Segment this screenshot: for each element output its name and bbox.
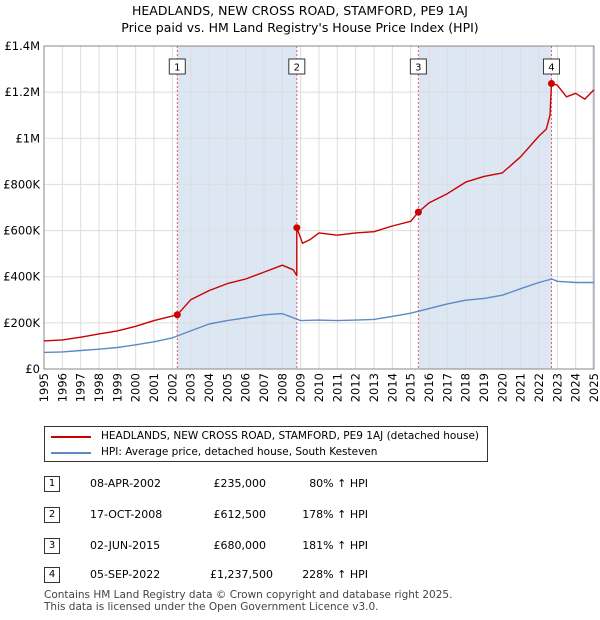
transaction-label-box (168, 58, 186, 75)
x-tick-label: 2009 (294, 373, 308, 402)
series-line (43, 278, 594, 354)
x-tick-label: 1997 (74, 373, 88, 402)
transaction-number: 1 (44, 476, 60, 492)
x-tick-label: 2001 (147, 373, 161, 402)
price-chart: 1 2 3 4 £0 £200K £400K £600K £800K £1M £1.2M £1.4M 1… (3, 39, 600, 402)
x-tick-label: 2017 (440, 373, 454, 402)
transaction-point (414, 208, 422, 216)
x-tick-label: 2020 (495, 373, 509, 402)
y-tick-label: £0 (25, 362, 40, 376)
transaction-point (173, 311, 181, 319)
transaction-row: 2 17-OCT-2008 £612,500 178% ↑ HPI (44, 507, 464, 525)
x-tick-label: 2013 (367, 373, 381, 402)
x-tick-label: 2024 (569, 373, 583, 402)
x-tick-label: 2019 (477, 373, 491, 402)
transaction-point (293, 224, 301, 232)
x-tick-label: 2011 (330, 373, 344, 402)
transaction-price: £680,000 (213, 539, 267, 552)
x-tick-label: 2015 (404, 373, 418, 402)
transaction-label: 1 (174, 63, 180, 74)
transaction-label-box (409, 58, 427, 75)
x-tick-label: 1995 (37, 373, 51, 402)
shaded-region (418, 46, 552, 369)
x-tick-label: 2010 (312, 373, 326, 402)
transaction-price: £1,237,500 (210, 568, 273, 581)
legend-swatch-property (51, 436, 91, 438)
transaction-date: 05-SEP-2022 (90, 568, 161, 581)
y-tick-label: £400K (3, 270, 40, 284)
y-tick-label: £1M (15, 131, 40, 145)
x-tick-label: 2005 (220, 373, 234, 402)
x-tick-label: 2004 (202, 373, 216, 402)
legend-label-property: HEADLANDS, NEW CROSS ROAD, STAMFORD, PE9… (101, 430, 480, 442)
x-tick-label: 2025 (587, 373, 600, 402)
y-tick-label: £800K (3, 177, 40, 191)
x-tick-label: 2012 (349, 373, 363, 402)
transaction-price: £235,000 (213, 477, 267, 490)
y-tick-label: £200K (3, 316, 40, 330)
transaction-number: 2 (44, 507, 60, 523)
transaction-number: 4 (44, 567, 60, 583)
y-tick-label: £1.2M (4, 85, 40, 99)
shaded-region (592, 46, 594, 369)
transaction-hpi-change: 228% ↑ HPI (302, 568, 368, 581)
plot-frame (43, 45, 595, 370)
transaction-label-box (288, 58, 306, 75)
footer-license: This data is licensed under the Open Gov… (44, 601, 379, 613)
transaction-price: £612,500 (213, 508, 267, 521)
transaction-number: 3 (44, 538, 60, 554)
x-tick-label: 2022 (532, 373, 546, 402)
transaction-date: 08-APR-2002 (90, 477, 162, 490)
transaction-hpi-change: 181% ↑ HPI (302, 539, 368, 552)
transaction-label: 2 (294, 63, 300, 74)
transaction-label-box (542, 58, 560, 75)
y-tick-label: £600K (3, 224, 40, 238)
transaction-hpi-change: 178% ↑ HPI (302, 508, 368, 521)
transaction-row: 4 05-SEP-2022 £1,237,500 228% ↑ HPI (44, 567, 464, 585)
x-tick-label: 2014 (385, 373, 399, 402)
x-tick-label: 2018 (459, 373, 473, 402)
transaction-label: 3 (415, 63, 421, 74)
transaction-hpi-change: 80% ↑ HPI (309, 477, 368, 490)
x-tick-label: 1996 (55, 373, 69, 402)
x-tick-label: 2003 (184, 373, 198, 402)
footer-copyright: Contains HM Land Registry data © Crown c… (44, 589, 453, 601)
chart-title: HEADLANDS, NEW CROSS ROAD, STAMFORD, PE9… (131, 3, 468, 18)
x-tick-label: 1999 (110, 373, 124, 402)
x-tick-label: 2021 (514, 373, 528, 402)
y-tick-label: £1.4M (4, 39, 40, 53)
transaction-date: 17-OCT-2008 (90, 508, 163, 521)
x-tick-label: 2006 (239, 373, 253, 402)
footer: Contains HM Land Registry data © Crown c… (44, 589, 452, 613)
x-tick-label: 2000 (129, 373, 143, 402)
transaction-row: 1 08-APR-2002 £235,000 80% ↑ HPI (44, 476, 464, 494)
chart-subtitle: Price paid vs. HM Land Registry's House … (121, 20, 479, 35)
series-line (43, 82, 595, 342)
transaction-date: 02-JUN-2015 (90, 539, 161, 552)
x-tick-label: 2023 (550, 373, 564, 402)
legend-label-hpi: HPI: Average price, detached house, Sout… (101, 446, 378, 458)
transaction-row: 3 02-JUN-2015 £680,000 181% ↑ HPI (44, 538, 464, 556)
x-tick-label: 2008 (275, 373, 289, 402)
x-tick-label: 2002 (165, 373, 179, 402)
x-tick-label: 2007 (257, 373, 271, 402)
legend: HEADLANDS, NEW CROSS ROAD, STAMFORD, PE9… (44, 426, 488, 462)
x-tick-label: 2016 (422, 373, 436, 402)
shaded-region (177, 46, 297, 369)
transaction-point (547, 79, 555, 87)
legend-swatch-hpi (51, 452, 91, 454)
x-tick-label: 1998 (92, 373, 106, 402)
transaction-label: 4 (548, 63, 554, 74)
